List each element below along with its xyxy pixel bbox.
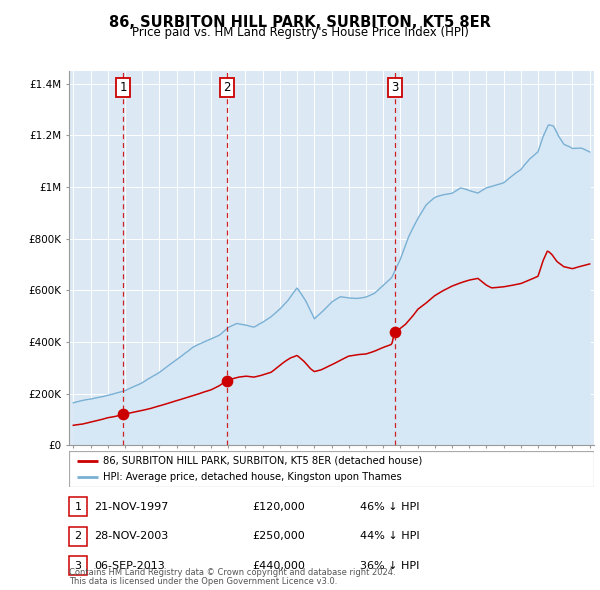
Text: 44% ↓ HPI: 44% ↓ HPI [360, 532, 419, 541]
Text: £440,000: £440,000 [252, 561, 305, 571]
Text: 86, SURBITON HILL PARK, SURBITON, KT5 8ER: 86, SURBITON HILL PARK, SURBITON, KT5 8E… [109, 15, 491, 30]
Text: 06-SEP-2013: 06-SEP-2013 [94, 561, 165, 571]
Text: 21-NOV-1997: 21-NOV-1997 [94, 502, 169, 512]
Text: 3: 3 [391, 81, 398, 94]
Point [390, 327, 400, 336]
Text: 1: 1 [74, 502, 82, 512]
Text: HPI: Average price, detached house, Kingston upon Thames: HPI: Average price, detached house, King… [103, 472, 402, 482]
Text: 2: 2 [223, 81, 230, 94]
Text: 1: 1 [119, 81, 127, 94]
Text: £120,000: £120,000 [252, 502, 305, 512]
Text: 2: 2 [74, 532, 82, 541]
Text: 3: 3 [74, 561, 82, 571]
Text: £250,000: £250,000 [252, 532, 305, 541]
Text: This data is licensed under the Open Government Licence v3.0.: This data is licensed under the Open Gov… [69, 578, 337, 586]
Text: 46% ↓ HPI: 46% ↓ HPI [360, 502, 419, 512]
Text: 86, SURBITON HILL PARK, SURBITON, KT5 8ER (detached house): 86, SURBITON HILL PARK, SURBITON, KT5 8E… [103, 456, 422, 466]
Text: 28-NOV-2003: 28-NOV-2003 [94, 532, 169, 541]
Point [118, 409, 128, 419]
Text: 36% ↓ HPI: 36% ↓ HPI [360, 561, 419, 571]
Text: Contains HM Land Registry data © Crown copyright and database right 2024.: Contains HM Land Registry data © Crown c… [69, 568, 395, 577]
Point [222, 376, 232, 386]
Text: Price paid vs. HM Land Registry's House Price Index (HPI): Price paid vs. HM Land Registry's House … [131, 26, 469, 39]
